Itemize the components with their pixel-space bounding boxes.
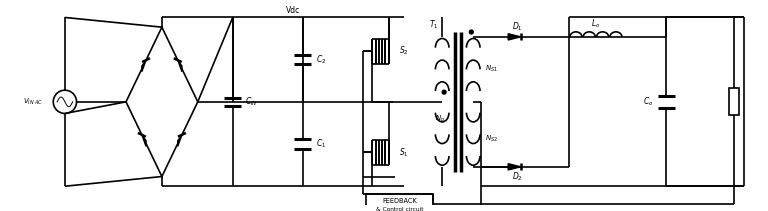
Text: $D_1$: $D_1$ (512, 21, 523, 33)
Text: Vdc: Vdc (286, 6, 300, 15)
Text: $D_2$: $D_2$ (512, 170, 523, 183)
Circle shape (442, 90, 446, 94)
Text: $V_{IN\ AC}$: $V_{IN\ AC}$ (23, 97, 44, 107)
Text: $N_{S1}$: $N_{S1}$ (485, 64, 498, 74)
Text: $N_p$: $N_p$ (435, 114, 445, 125)
Text: $L_o$: $L_o$ (591, 17, 601, 30)
Polygon shape (142, 60, 146, 72)
Bar (730, 88, 739, 115)
Circle shape (469, 30, 473, 34)
Polygon shape (177, 135, 182, 146)
Text: $T_1$: $T_1$ (429, 19, 439, 31)
Polygon shape (177, 60, 182, 72)
Bar (366, 194, 433, 211)
Text: $C_1$: $C_1$ (316, 138, 326, 150)
Text: $S_2$: $S_2$ (399, 45, 409, 57)
Text: $C_o$: $C_o$ (644, 96, 654, 108)
Text: $C_2$: $C_2$ (316, 53, 326, 66)
Text: & Control circuit: & Control circuit (376, 207, 423, 211)
Polygon shape (508, 164, 521, 170)
Text: $S_1$: $S_1$ (399, 146, 409, 159)
Polygon shape (142, 135, 146, 146)
Text: FEEDBACK: FEEDBACK (382, 198, 417, 204)
Polygon shape (508, 34, 521, 40)
Text: $C_{IN}$: $C_{IN}$ (245, 96, 258, 108)
Text: $N_{S2}$: $N_{S2}$ (485, 134, 498, 144)
